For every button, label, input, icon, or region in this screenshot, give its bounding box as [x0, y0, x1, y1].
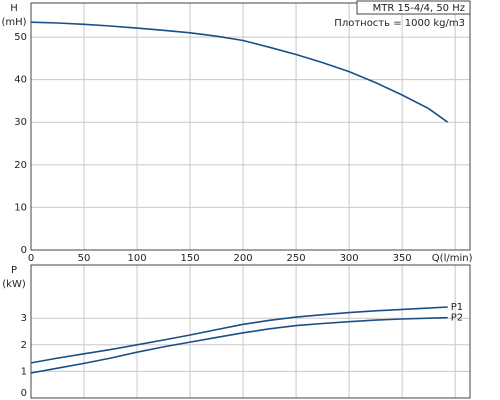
y-tick-label: 40	[14, 75, 27, 86]
annotation: Плотность = 1000 kg/m3	[334, 18, 465, 29]
curve	[30, 316, 448, 374]
x-tick-label: 350	[393, 253, 412, 264]
y-tick-label: 30	[14, 117, 27, 128]
x-tick-label: 100	[127, 253, 146, 264]
y-tick-label: 20	[14, 160, 27, 171]
y-tick-label: 3	[21, 313, 27, 324]
y-tick-label: 1	[21, 366, 27, 377]
y-axis-label: (mH)	[1, 17, 26, 28]
y-tick-label: 2	[21, 340, 27, 351]
y-axis-label: P	[11, 265, 17, 276]
annotation: MTR 15-4/4, 50 Hz	[373, 3, 465, 14]
plot-frame	[30, 2, 471, 251]
x-tick-label: 250	[287, 253, 306, 264]
curve-label: P1	[451, 302, 463, 313]
curve	[30, 306, 448, 364]
y-tick-label: 0	[21, 388, 27, 399]
plot-frame	[30, 264, 471, 399]
x-tick-label: 50	[78, 253, 91, 264]
x-tick-label: 150	[181, 253, 200, 264]
y-tick-label: 50	[14, 32, 27, 43]
x-tick-label: 300	[340, 253, 359, 264]
x-tick-label: 0	[28, 253, 34, 264]
y-axis-label: H	[10, 3, 18, 14]
x-tick-label: 200	[234, 253, 253, 264]
x-tick-label: Q(l/min)	[432, 253, 473, 264]
curve	[30, 21, 449, 123]
y-tick-label: 10	[14, 202, 27, 213]
legend-box	[356, 0, 471, 15]
y-axis-label: (kW)	[2, 279, 26, 290]
y-tick-label: 0	[21, 245, 27, 256]
curve-label: P2	[451, 313, 463, 324]
